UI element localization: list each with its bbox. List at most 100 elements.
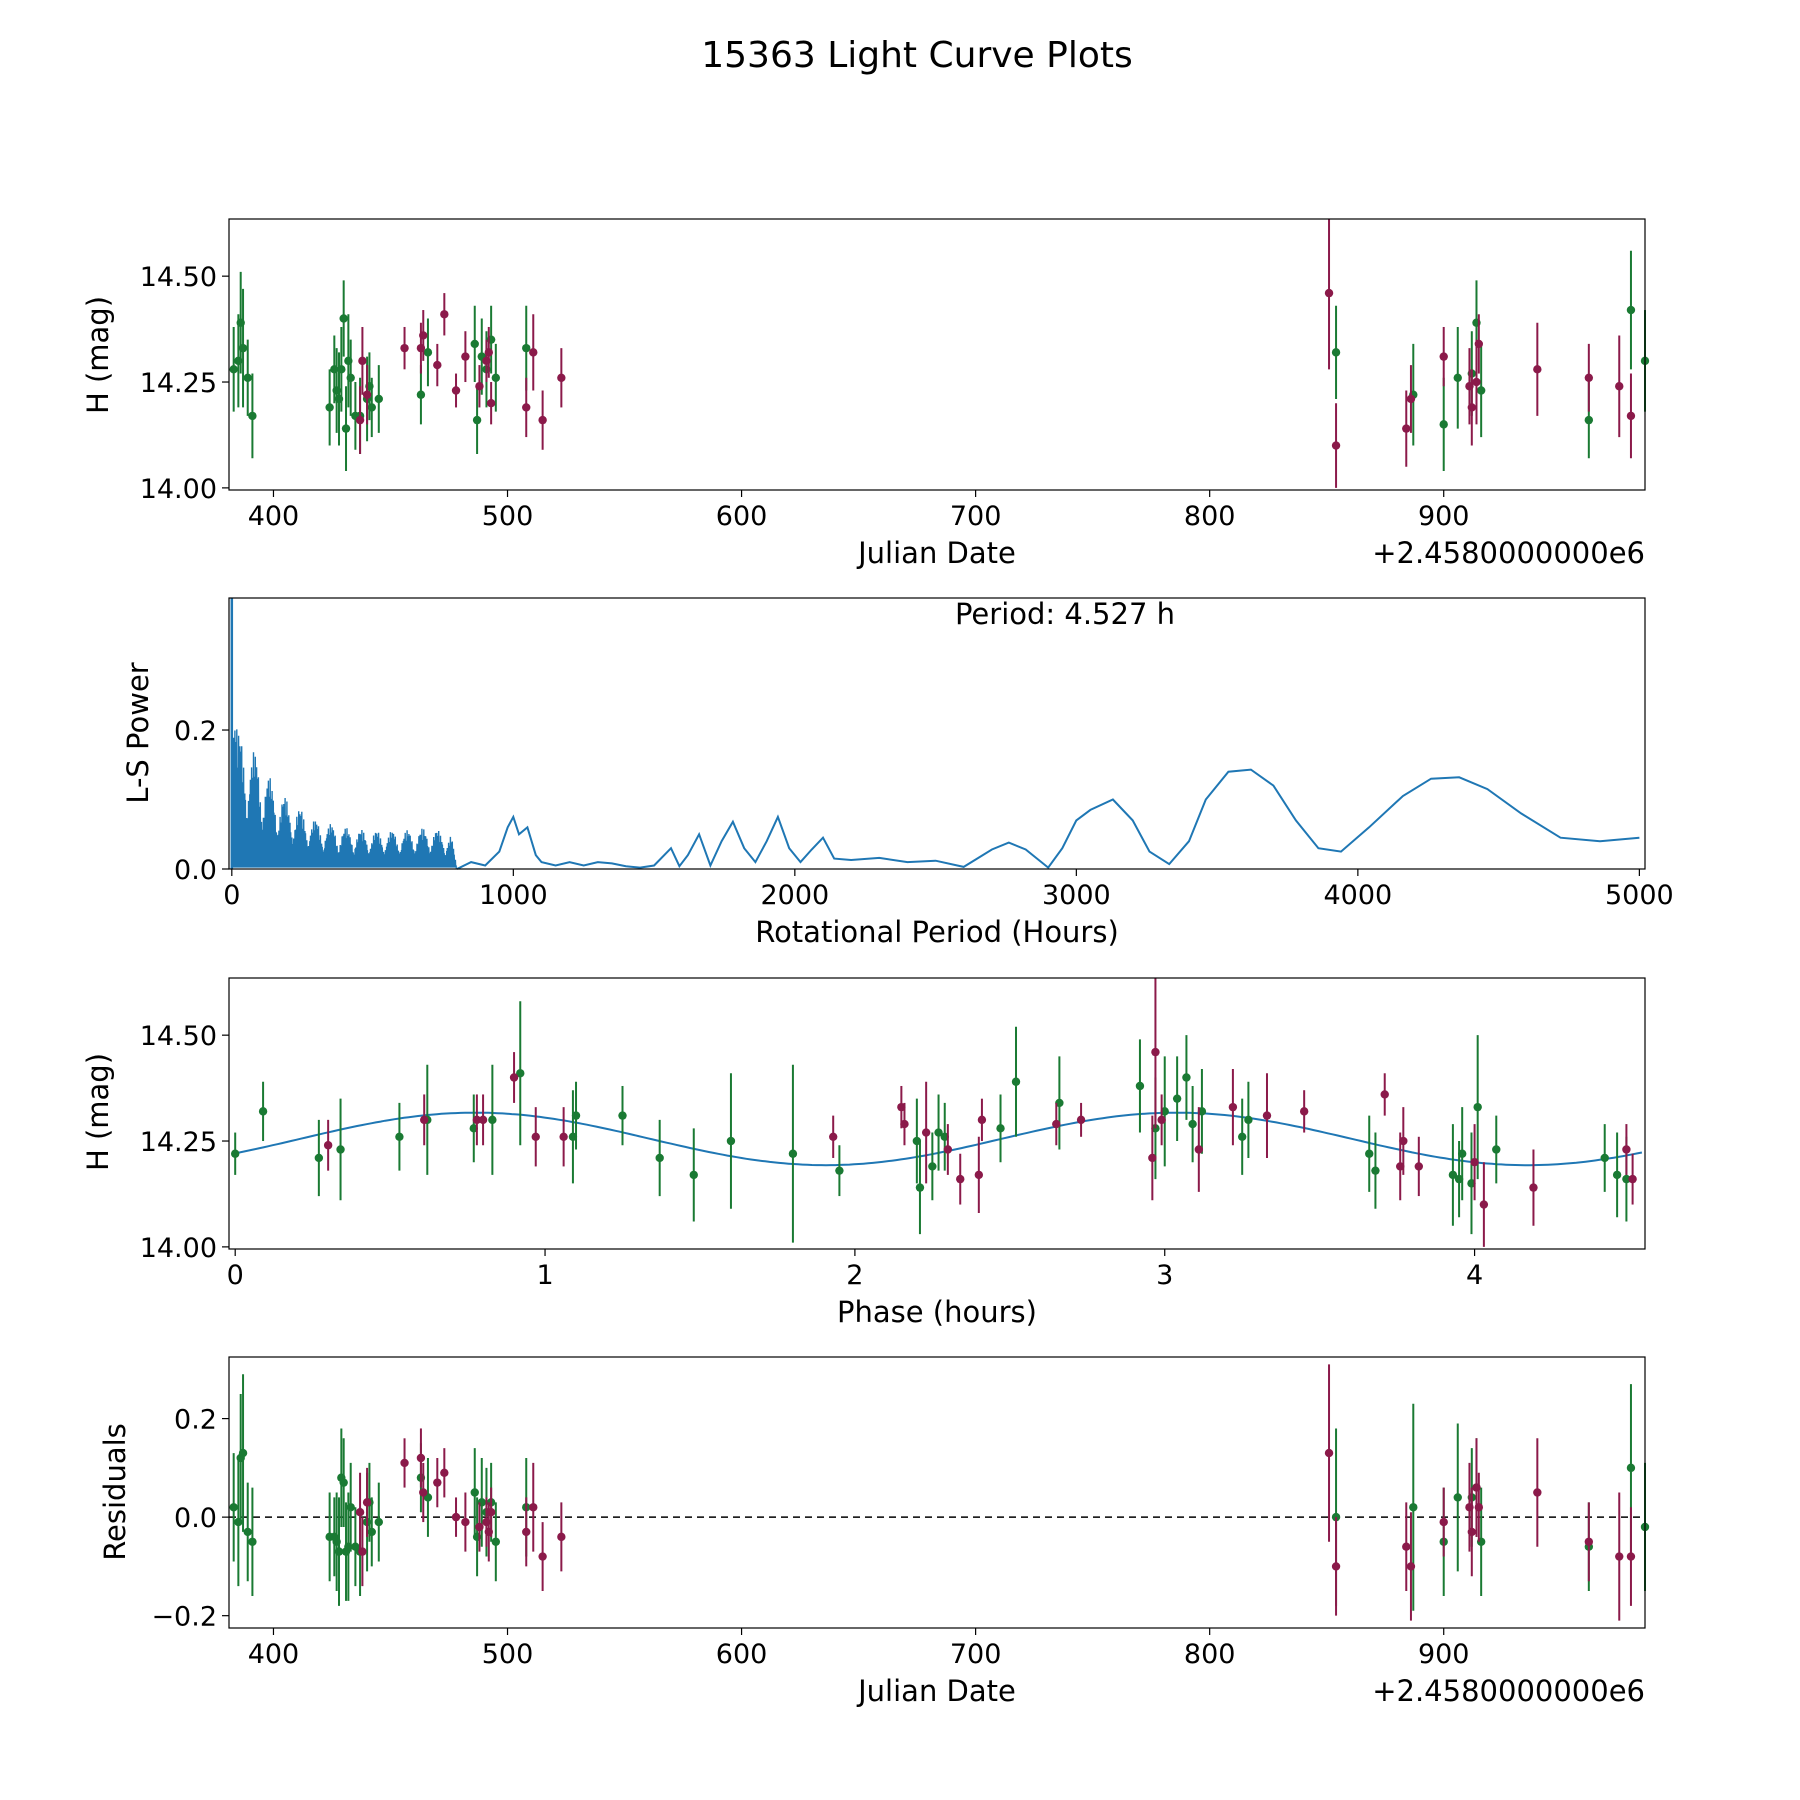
maroon-data-point bbox=[1474, 1503, 1484, 1512]
maroon-data-point bbox=[921, 1128, 931, 1137]
maroon-data-point bbox=[956, 1174, 965, 1184]
green-data-point bbox=[367, 403, 376, 412]
maroon-data-point bbox=[1615, 1552, 1624, 1561]
x-tick-label: 600 bbox=[716, 1639, 768, 1670]
maroon-data-point bbox=[977, 1115, 987, 1125]
maroon-data-point bbox=[559, 1132, 568, 1141]
maroon-data-point bbox=[461, 352, 470, 361]
x-tick-label: 800 bbox=[1184, 501, 1236, 532]
residuals-frame bbox=[228, 1356, 1646, 1629]
periodogram-ticks: 0 1000 2000 3000 4000 5000 0.0 0.2 bbox=[174, 716, 1674, 911]
x-tick-label: 500 bbox=[482, 1639, 534, 1670]
maroon-data-point bbox=[1228, 1102, 1238, 1112]
maroon-data-point bbox=[522, 403, 531, 412]
maroon-data-point bbox=[943, 1145, 953, 1154]
green-data-point bbox=[1135, 1081, 1145, 1091]
maroon-data-point bbox=[461, 1517, 470, 1527]
maroon-data-point bbox=[1479, 1200, 1489, 1209]
x-tick-label: 800 bbox=[1184, 1639, 1236, 1670]
maroon-data-point bbox=[509, 1073, 519, 1082]
green-data-point bbox=[229, 1503, 238, 1512]
green-data-point bbox=[1448, 1170, 1458, 1180]
maroon-data-point bbox=[1194, 1145, 1204, 1154]
residuals-xlabel: Julian Date bbox=[856, 1674, 1016, 1708]
short-period-power-spikes bbox=[231, 729, 458, 869]
green-data-point bbox=[1626, 1463, 1636, 1473]
maroon-data-point bbox=[484, 348, 493, 357]
periodogram-ylabel: L-S Power bbox=[121, 662, 155, 803]
green-data-point bbox=[1188, 1119, 1197, 1129]
green-data-point bbox=[238, 1448, 248, 1458]
green-data-point bbox=[337, 365, 346, 374]
green-data-point bbox=[1409, 1503, 1418, 1512]
maroon-data-point bbox=[1628, 1174, 1637, 1184]
x-tick-label: 700 bbox=[950, 501, 1002, 532]
green-data-point bbox=[314, 1153, 324, 1163]
x-tick-label: 0 bbox=[227, 1260, 244, 1291]
x-tick-label: 2000 bbox=[760, 880, 829, 911]
green-data-point bbox=[1371, 1166, 1380, 1175]
green-data-point bbox=[1453, 1493, 1462, 1502]
maroon-data-point bbox=[475, 1522, 484, 1532]
green-data-point bbox=[522, 343, 531, 353]
green-data-point bbox=[1473, 1102, 1482, 1112]
maroon-data-point bbox=[1151, 1047, 1160, 1057]
green-data-point bbox=[243, 373, 252, 382]
phase-marks bbox=[230, 978, 1643, 1247]
maroon-data-point bbox=[1406, 394, 1416, 404]
phase-ylabel: H (mag) bbox=[81, 1053, 115, 1171]
y-tick-label: 0.2 bbox=[174, 716, 217, 747]
green-data-point bbox=[374, 394, 383, 404]
maroon-data-point bbox=[1324, 288, 1334, 298]
y-tick-label: −0.2 bbox=[151, 1602, 217, 1633]
maroon-data-point bbox=[419, 331, 428, 340]
maroon-data-point bbox=[1626, 1552, 1636, 1561]
maroon-data-point bbox=[362, 390, 372, 399]
maroon-data-point bbox=[538, 1552, 547, 1561]
maroon-data-point bbox=[323, 1141, 333, 1150]
green-data-point bbox=[248, 1537, 257, 1546]
x-tick-label: 2 bbox=[846, 1260, 863, 1291]
maroon-data-point bbox=[1157, 1115, 1166, 1125]
maroon-data-point bbox=[1148, 1153, 1157, 1163]
maroon-data-point bbox=[1299, 1107, 1309, 1116]
maroon-data-point bbox=[974, 1170, 984, 1180]
x-tick-label: 0 bbox=[223, 880, 240, 911]
green-data-point bbox=[248, 411, 257, 421]
green-data-point bbox=[1622, 1174, 1631, 1184]
y-tick-label: 14.50 bbox=[140, 262, 217, 293]
periodogram-panel: 0 1000 2000 3000 4000 5000 0.0 0.2 Period: 4.52… bbox=[121, 597, 1674, 949]
maroon-data-point bbox=[1474, 339, 1484, 349]
maroon-data-point bbox=[1626, 411, 1636, 421]
green-data-point bbox=[423, 348, 433, 357]
green-data-point bbox=[229, 365, 238, 374]
y-tick-label: 14.00 bbox=[140, 1233, 217, 1264]
maroon-data-point bbox=[529, 348, 538, 357]
residuals-marks bbox=[229, 1364, 1650, 1621]
residuals-panel: 400 500 600 700 800 900 −0.2 0.0 0.2 Julian Date… bbox=[98, 1356, 1650, 1708]
maroon-data-point bbox=[400, 1458, 409, 1468]
maroon-data-point bbox=[419, 1488, 428, 1497]
phase-xlabel: Phase (hours) bbox=[837, 1295, 1037, 1329]
x-tick-label: 400 bbox=[248, 1639, 300, 1670]
period-annotation: Period: 4.527 h bbox=[955, 597, 1175, 631]
maroon-data-point bbox=[529, 1503, 538, 1512]
maroon-data-point bbox=[1331, 441, 1341, 450]
maroon-data-point bbox=[557, 373, 566, 382]
maroon-data-point bbox=[1331, 1562, 1341, 1571]
green-data-point bbox=[346, 1503, 355, 1512]
maroon-data-point bbox=[1533, 365, 1542, 374]
green-data-point bbox=[655, 1153, 664, 1163]
green-data-point bbox=[238, 343, 248, 353]
maroon-data-point bbox=[486, 1508, 496, 1517]
maroon-data-point bbox=[400, 343, 409, 353]
lightcurve-marks bbox=[229, 219, 1650, 488]
maroon-data-point bbox=[1467, 1527, 1477, 1537]
green-data-point bbox=[341, 424, 351, 433]
green-data-point bbox=[1453, 373, 1462, 382]
maroon-data-point bbox=[1406, 1562, 1416, 1571]
y-tick-label: 14.25 bbox=[140, 1127, 217, 1158]
maroon-data-point bbox=[358, 356, 367, 366]
maroon-data-point bbox=[1052, 1119, 1061, 1129]
